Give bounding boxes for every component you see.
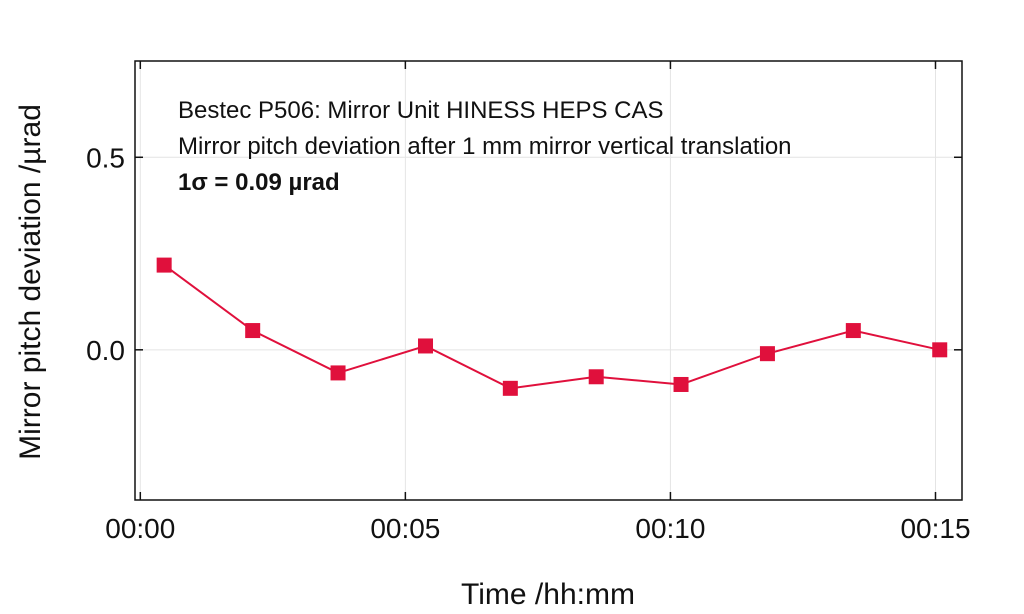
- data-point: [932, 342, 948, 358]
- y-tick-label: 0.0: [86, 335, 125, 366]
- grid-lines: [135, 61, 962, 500]
- x-tick-label: 00:05: [370, 513, 440, 544]
- x-axis-title: Time /hh:mm: [461, 578, 635, 611]
- data-point: [330, 365, 346, 381]
- data-point: [588, 369, 604, 385]
- series-line: [163, 264, 940, 390]
- y-axis-title: Mirror pitch deviation /µrad: [14, 104, 47, 460]
- y-tick-label: 0.5: [86, 142, 125, 173]
- data-point: [502, 380, 518, 396]
- data-point: [245, 323, 261, 339]
- plot-frame: [134, 60, 963, 501]
- data-point: [759, 346, 775, 362]
- annotation-sigma: 1σ = 0.09 µrad: [178, 169, 340, 196]
- annotation-line-2: Mirror pitch deviation after 1 mm mirror…: [178, 133, 792, 160]
- annotation-block: Bestec P506: Mirror Unit HINESS HEPS CAS…: [178, 97, 792, 196]
- data-point: [418, 338, 434, 354]
- x-tick-label: 00:10: [635, 513, 705, 544]
- data-point: [845, 323, 861, 339]
- x-tick-label: 00:00: [105, 513, 175, 544]
- series-layer: [156, 257, 948, 396]
- data-point: [156, 257, 172, 273]
- x-tick-label: 00:15: [900, 513, 970, 544]
- data-point: [673, 376, 689, 392]
- annotation-line-1: Bestec P506: Mirror Unit HINESS HEPS CAS: [178, 97, 663, 124]
- axis-ticks: 00:00 00:05 00:10 00:15 0.0 0.5: [86, 61, 971, 544]
